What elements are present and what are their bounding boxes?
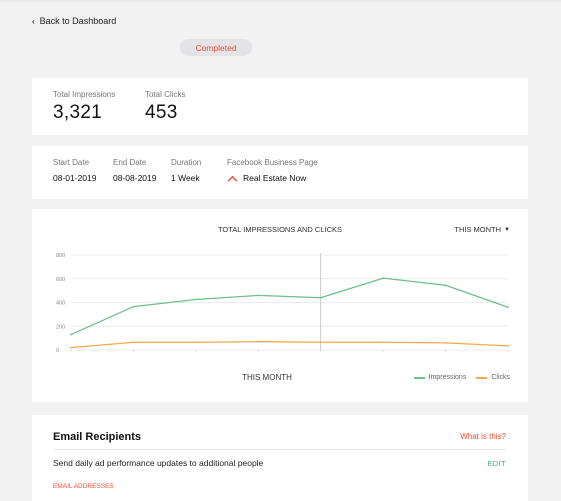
legend-swatch — [476, 376, 488, 379]
stat-value: 453 — [145, 102, 178, 123]
data-point — [382, 277, 385, 280]
data-point — [70, 333, 72, 336]
legend-item-clicks[interactable]: Clicks — [476, 374, 510, 381]
range-dropdown[interactable]: THIS MONTH ▼ — [454, 225, 510, 234]
facebook-page-field: Facebook Business Page Real Estate Now — [227, 158, 318, 183]
email-recipients-card: Email Recipients What is this? Send dail… — [32, 415, 528, 501]
data-point — [194, 298, 197, 301]
what-is-this-link[interactable]: What is this? — [460, 432, 506, 441]
data-point — [132, 305, 135, 308]
campaign-details-card: Start Date 08-01-2019 End Date 08-08-201… — [32, 146, 528, 199]
y-tick-label: 400 — [56, 301, 65, 307]
data-point — [132, 341, 135, 344]
edit-button[interactable]: EDIT — [487, 459, 506, 468]
field-value: Real Estate Now — [243, 173, 307, 183]
field-value: 08-08-2019 — [113, 173, 157, 183]
total-clicks-stat: Total Clicks 453 — [145, 90, 185, 124]
stats-card: Total Impressions 3,321 Total Clicks 453 — [32, 78, 528, 135]
legend-label: Clicks — [491, 374, 510, 381]
field-label: Duration — [171, 158, 202, 167]
data-point — [507, 344, 509, 347]
y-tick-label: 200 — [56, 324, 65, 330]
series-line-clicks — [70, 341, 509, 349]
data-point — [444, 341, 447, 344]
legend-label: Impressions — [428, 374, 467, 381]
stat-label: Total Impressions — [53, 90, 116, 99]
back-to-dashboard-link[interactable]: ‹ Back to Dashboard — [32, 16, 116, 26]
back-label: Back to Dashboard — [39, 16, 117, 26]
data-point — [444, 284, 447, 287]
email-addresses-link[interactable]: EMAIL ADDRESSES — [53, 483, 114, 490]
field-label: Start Date — [53, 158, 90, 167]
duration-field: Duration 1 Week — [171, 158, 201, 183]
field-label: End Date — [113, 158, 147, 167]
data-point — [319, 341, 322, 344]
status-badge: Completed — [180, 39, 252, 56]
data-point — [257, 294, 260, 297]
end-date-field: End Date 08-08-2019 — [113, 158, 156, 183]
series-line-impressions — [70, 277, 509, 336]
chart-legend: Impressions Clicks — [413, 374, 510, 381]
page-logo-icon — [227, 175, 238, 182]
legend-item-impressions[interactable]: Impressions — [413, 374, 467, 381]
field-value: 08-01-2019 — [53, 173, 97, 183]
data-point — [507, 306, 509, 309]
data-point — [319, 296, 322, 299]
y-tick-label: 0 — [56, 348, 59, 354]
data-point — [70, 346, 72, 349]
line-chart: 0 200 400 600 800 — [56, 253, 509, 354]
field-label: Facebook Business Page — [227, 158, 318, 167]
caret-down-icon: ▼ — [504, 226, 510, 233]
x-axis-label: THIS MONTH — [242, 373, 292, 382]
start-date-field: Start Date 08-01-2019 — [53, 158, 96, 183]
range-label: THIS MONTH — [454, 225, 502, 234]
email-description: Send daily ad performance updates to add… — [53, 458, 264, 468]
data-point — [194, 341, 197, 344]
email-recipients-title: Email Recipients — [53, 431, 142, 443]
field-value: 1 Week — [171, 173, 200, 183]
y-tick-label: 800 — [56, 253, 65, 259]
legend-swatch — [413, 376, 425, 379]
chart-card: 0 200 400 600 800 TOTAL IMPRESSIONS AND CLIC… — [32, 209, 528, 402]
stat-label: Total Clicks — [145, 90, 186, 99]
data-point — [382, 341, 385, 344]
y-tick-label: 600 — [56, 277, 65, 283]
data-point — [257, 340, 260, 343]
chart-title: TOTAL IMPRESSIONS AND CLICKS — [217, 225, 343, 234]
total-impressions-stat: Total Impressions 3,321 — [53, 90, 115, 124]
facebook-page-value-row: Real Estate Now — [227, 173, 318, 183]
chevron-left-icon: ‹ — [32, 16, 35, 26]
stat-value: 3,321 — [53, 102, 103, 123]
divider — [53, 449, 506, 450]
top-strip — [0, 0, 561, 2]
